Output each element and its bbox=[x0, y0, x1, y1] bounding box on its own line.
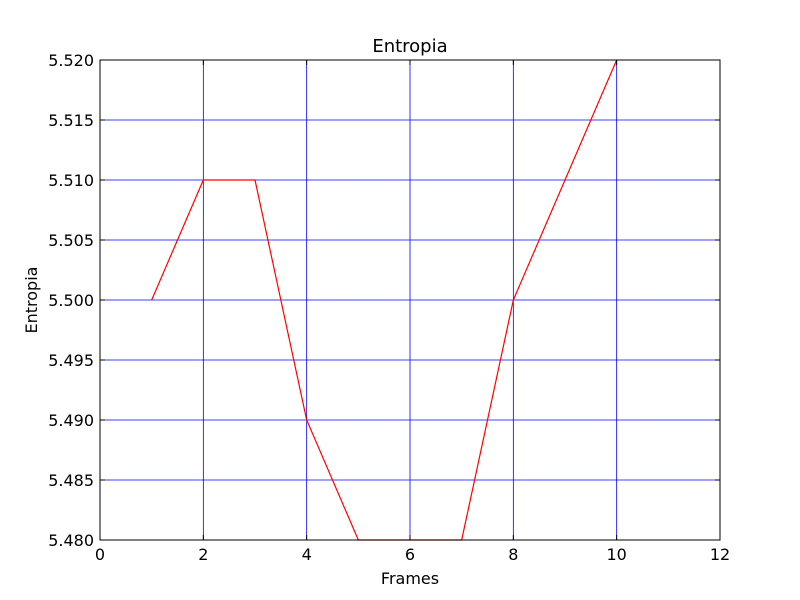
y-tick-label: 5.510 bbox=[48, 171, 94, 190]
x-tick-label: 8 bbox=[508, 545, 518, 564]
y-tick-label: 5.480 bbox=[48, 531, 94, 550]
y-tick-label: 5.500 bbox=[48, 291, 94, 310]
x-tick-labels: 0 2 4 6 8 10 12 bbox=[95, 545, 730, 564]
tick-marks bbox=[99, 59, 721, 541]
y-tick-label: 5.490 bbox=[48, 411, 94, 430]
y-tick-label: 5.515 bbox=[48, 111, 94, 130]
y-tick-label: 5.485 bbox=[48, 471, 94, 490]
chart-title: Entropia bbox=[372, 36, 447, 57]
y-tick-label: 5.505 bbox=[48, 231, 94, 250]
x-tick-label: 12 bbox=[710, 545, 730, 564]
grid-lines bbox=[100, 60, 720, 540]
x-tick-label: 6 bbox=[405, 545, 415, 564]
y-axis-label: Entropia bbox=[22, 267, 41, 334]
x-tick-label: 4 bbox=[302, 545, 312, 564]
x-tick-label: 0 bbox=[95, 545, 105, 564]
x-tick-label: 2 bbox=[198, 545, 208, 564]
y-tick-labels: 5.480 5.485 5.490 5.495 5.500 5.505 5.510 5.515… bbox=[48, 51, 94, 550]
x-axis-label: Frames bbox=[381, 569, 439, 588]
y-tick-label: 5.520 bbox=[48, 51, 94, 70]
y-tick-label: 5.495 bbox=[48, 351, 94, 370]
x-tick-label: 10 bbox=[606, 545, 626, 564]
